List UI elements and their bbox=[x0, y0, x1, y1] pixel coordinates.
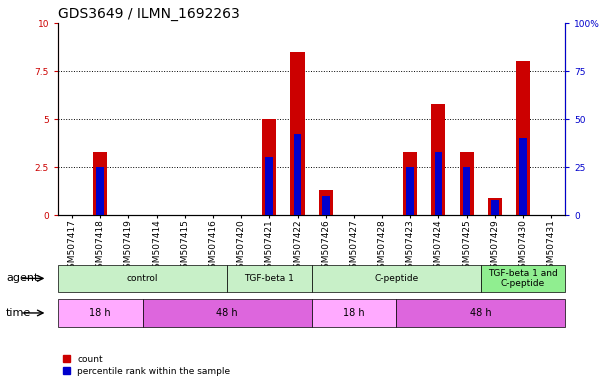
Text: 48 h: 48 h bbox=[470, 308, 491, 318]
Bar bbox=[463, 167, 470, 215]
Bar bbox=[312, 299, 396, 327]
Text: control: control bbox=[127, 274, 158, 283]
Bar bbox=[431, 104, 445, 215]
Bar bbox=[294, 134, 301, 215]
Bar bbox=[491, 200, 499, 215]
Bar bbox=[93, 152, 108, 215]
Bar bbox=[434, 152, 442, 215]
Bar bbox=[396, 299, 565, 327]
Bar bbox=[227, 265, 312, 292]
Bar bbox=[58, 265, 227, 292]
Legend: count, percentile rank within the sample: count, percentile rank within the sample bbox=[62, 355, 230, 376]
Bar bbox=[403, 152, 417, 215]
Text: TGF-beta 1: TGF-beta 1 bbox=[244, 274, 295, 283]
Text: 48 h: 48 h bbox=[216, 308, 238, 318]
Text: 18 h: 18 h bbox=[89, 308, 111, 318]
Text: agent: agent bbox=[6, 273, 38, 283]
Bar bbox=[58, 299, 142, 327]
Bar bbox=[516, 61, 530, 215]
Bar bbox=[459, 152, 474, 215]
Bar bbox=[262, 119, 276, 215]
Bar bbox=[312, 265, 481, 292]
Text: GDS3649 / ILMN_1692263: GDS3649 / ILMN_1692263 bbox=[58, 7, 240, 21]
Bar bbox=[322, 196, 329, 215]
Bar bbox=[290, 52, 304, 215]
Bar bbox=[142, 299, 312, 327]
Text: time: time bbox=[6, 308, 31, 318]
Bar bbox=[481, 265, 565, 292]
Text: TGF-beta 1 and
C-peptide: TGF-beta 1 and C-peptide bbox=[488, 269, 558, 288]
Bar bbox=[97, 167, 104, 215]
Bar bbox=[265, 157, 273, 215]
Bar bbox=[488, 198, 502, 215]
Text: C-peptide: C-peptide bbox=[374, 274, 419, 283]
Text: 18 h: 18 h bbox=[343, 308, 365, 318]
Bar bbox=[519, 138, 527, 215]
Bar bbox=[406, 167, 414, 215]
Bar bbox=[319, 190, 333, 215]
